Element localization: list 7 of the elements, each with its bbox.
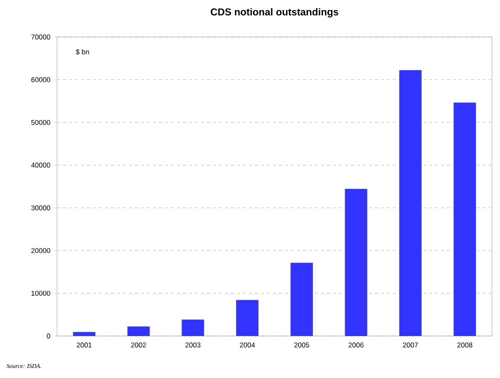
- bar: [344, 188, 368, 336]
- bar: [182, 320, 204, 336]
- chart-title: CDS notional outstandings: [210, 8, 338, 18]
- bar: [399, 70, 422, 336]
- bar: [236, 300, 259, 336]
- bar: [454, 102, 476, 336]
- bar: [290, 262, 313, 336]
